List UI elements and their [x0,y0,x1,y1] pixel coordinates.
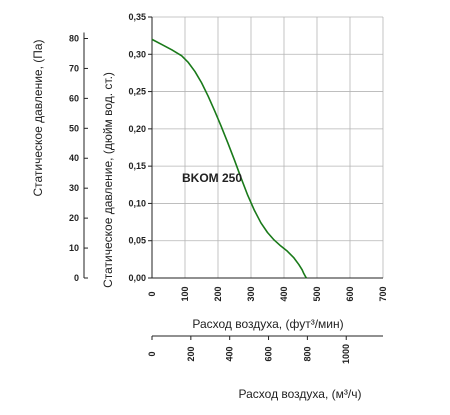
series [151,38,308,279]
x-axis-title-cfm: Расход воздуха, (фут³/мин) [192,317,343,331]
y-tick-label-pa: 10 [69,243,79,253]
y-tick-label-in: 0,35 [128,12,146,22]
x-tick-label-cfm: 200 [213,286,223,301]
tick-labels: 0 100 200 300 400 500 600 7000,000,050,100,150,… [69,12,388,364]
y-tick-label-in: 0,05 [128,236,146,246]
curve-annotation: BKOM 250 [182,171,242,185]
x-tick-label-cfm: 400 [279,286,289,301]
y-tick-label-in: 0,00 [128,273,146,283]
x-tick-label-cfm: 0 [147,291,157,296]
x-tick-label-m3h: 1000 [341,344,351,364]
y-tick-label-pa: 80 [69,33,79,43]
x-axis-title-m3h: Расход воздуха, (м³/ч) [239,387,362,401]
y-tick-label-pa: 20 [69,213,79,223]
y-tick-label-pa: 70 [69,63,79,73]
y-tick-label-in: 0,25 [128,87,146,97]
y-axis-title-pa: Статическое давление, (Па) [31,39,45,196]
axes [83,16,383,340]
y-tick-label-pa: 30 [69,183,79,193]
y-tick-label-in: 0,10 [128,198,146,208]
y-tick-label-in: 0,20 [128,124,146,134]
x-tick-label-m3h: 200 [186,346,196,361]
performance-curve [151,38,308,279]
y-axis-title-in: Статическое давление, (дюйм вод. ст.) [101,72,115,288]
y-tick-label-pa: 40 [69,153,79,163]
y-tick-label-in: 0,30 [128,49,146,59]
x-tick-label-cfm: 500 [312,286,322,301]
x-tick-label-m3h: 0 [147,351,157,356]
x-tick-label-cfm: 100 [180,286,190,301]
x-tick-label-cfm: 700 [378,286,388,301]
y-tick-label-pa: 0 [74,273,79,283]
x-tick-label-m3h: 600 [264,346,274,361]
x-tick-label-cfm: 600 [345,286,355,301]
x-tick-label-m3h: 800 [302,346,312,361]
grid [152,16,384,278]
y-tick-label-in: 0,15 [128,161,146,171]
y-tick-label-pa: 50 [69,123,79,133]
x-tick-label-m3h: 400 [225,346,235,361]
x-tick-label-cfm: 300 [246,286,256,301]
y-tick-label-pa: 60 [69,93,79,103]
